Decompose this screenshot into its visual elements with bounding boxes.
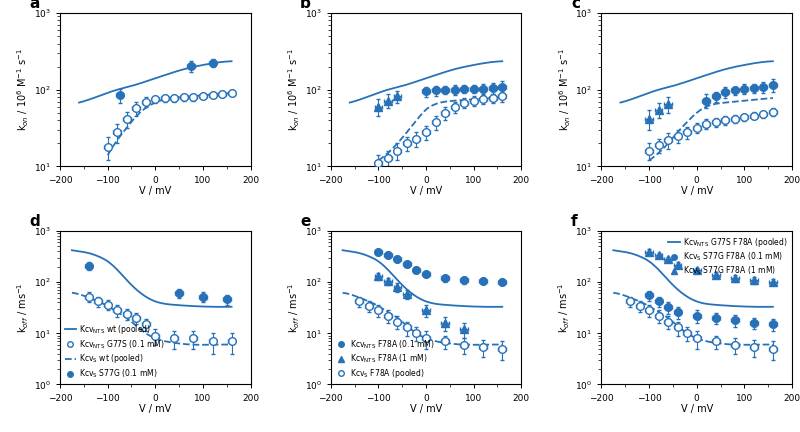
Y-axis label: k$_{off}$ / ms$^{-1}$: k$_{off}$ / ms$^{-1}$: [286, 283, 302, 333]
Y-axis label: k$_{on}$ / 10$^6$ M$^{-1}$ s$^{-1}$: k$_{on}$ / 10$^6$ M$^{-1}$ s$^{-1}$: [15, 48, 31, 131]
Text: b: b: [300, 0, 311, 11]
X-axis label: V / mV: V / mV: [139, 404, 171, 414]
Legend: Kcv$_\mathregular{NTS}$ F78A (0.1 mM), Kcv$_\mathregular{NTS}$ F78A (1 mM), Kcv$: Kcv$_\mathregular{NTS}$ F78A (0.1 mM), K…: [334, 337, 435, 381]
X-axis label: V / mV: V / mV: [410, 404, 442, 414]
X-axis label: V / mV: V / mV: [681, 186, 713, 196]
X-axis label: V / mV: V / mV: [410, 186, 442, 196]
Text: c: c: [571, 0, 580, 11]
Y-axis label: k$_{on}$ / 10$^6$ M$^{-1}$ s$^{-1}$: k$_{on}$ / 10$^6$ M$^{-1}$ s$^{-1}$: [286, 48, 302, 131]
Legend: Kcv$_\mathregular{NTS}$ wt (pooled), Kcv$_\mathregular{NTS}$ G77S (0.1 mM), Kcv$: Kcv$_\mathregular{NTS}$ wt (pooled), Kcv…: [64, 322, 166, 381]
Text: d: d: [30, 214, 40, 229]
Y-axis label: k$_{off}$ / ms$^{-1}$: k$_{off}$ / ms$^{-1}$: [15, 283, 31, 333]
Text: a: a: [30, 0, 40, 11]
X-axis label: V / mV: V / mV: [681, 404, 713, 414]
Text: e: e: [300, 214, 310, 229]
Legend: Kcv$_\mathregular{NTS}$ G77S F78A (pooled), Kcv$_\mathregular{S}$ S77G F78A (0.1: Kcv$_\mathregular{NTS}$ G77S F78A (poole…: [667, 235, 788, 278]
Y-axis label: k$_{on}$ / 10$^6$ M$^{-1}$ s$^{-1}$: k$_{on}$ / 10$^6$ M$^{-1}$ s$^{-1}$: [557, 48, 573, 131]
Y-axis label: k$_{off}$ / ms$^{-1}$: k$_{off}$ / ms$^{-1}$: [557, 283, 573, 333]
X-axis label: V / mV: V / mV: [139, 186, 171, 196]
Text: f: f: [571, 214, 578, 229]
